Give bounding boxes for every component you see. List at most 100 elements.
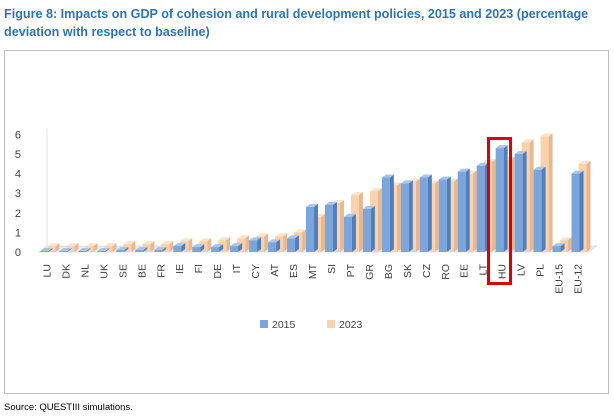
bar-2015-RO <box>438 176 451 252</box>
bar-2023-PT-face <box>350 192 363 196</box>
bar-2015-SE-face <box>116 247 129 251</box>
bar-2023-CY-face <box>256 233 269 237</box>
bar-2015-IE-face <box>173 243 186 247</box>
bar-2023-SK-face <box>415 178 420 252</box>
bar-2015-ES-face <box>295 235 300 252</box>
bar-2015-UK-face <box>97 251 106 252</box>
bar-2015-LU-face <box>40 248 53 252</box>
x-tick-label: EE <box>459 264 471 278</box>
bar-2015-FI <box>192 244 205 252</box>
bar-2015-BE-face <box>143 247 148 252</box>
y-tick-label: 5 <box>15 149 21 161</box>
bar-2015-DK-face <box>67 248 72 252</box>
x-tick-label: SE <box>117 264 129 278</box>
bar-2015-NL-face <box>78 248 91 252</box>
bar-2015-FR-face <box>154 250 163 252</box>
bar-2023-UK-face <box>104 243 117 247</box>
bar-2023-CY-face <box>264 233 269 252</box>
bar-2015-EU-12 <box>571 170 584 252</box>
bar-2015-SI-face <box>332 201 337 252</box>
bar-2023-AT-face <box>283 233 288 252</box>
bar-2023-DE-face <box>226 237 231 252</box>
bar-2015-SE-face <box>124 247 129 252</box>
bar-2015-MT <box>306 203 318 252</box>
bar-2023-FI-face <box>199 238 212 242</box>
x-tick-label: PT <box>345 263 357 277</box>
bar-2023-GR-face <box>377 188 382 252</box>
bar-2023-DE-face <box>218 237 231 241</box>
bar-2015-GR-face <box>370 205 375 252</box>
x-tick-label: SI <box>326 264 338 274</box>
bar-2015-MT-face <box>306 206 314 252</box>
bar-2023-ES-face <box>294 229 307 233</box>
bar-2015-CY-face <box>249 237 262 241</box>
bar-2015-EE-face <box>457 171 466 252</box>
y-tick-label: 1 <box>15 227 21 239</box>
bar-2023-BE-face <box>142 241 155 245</box>
bar-2015-GR <box>362 205 375 252</box>
bar-2015-EE-face <box>457 168 470 172</box>
bar-2015-DE-face <box>211 244 224 248</box>
bar-2015-PT-face <box>343 213 356 217</box>
x-tick-label: ES <box>288 264 300 278</box>
bar-2023-LV-face <box>521 139 534 143</box>
y-tick-label: 0 <box>15 247 21 259</box>
x-tick-label: MT <box>307 263 319 279</box>
x-tick-label: DE <box>212 264 224 279</box>
source-note: Source: QUESTIII simulations. <box>4 402 133 413</box>
bar-2015-LV-face <box>514 154 523 252</box>
bar-2023-SE-face <box>131 241 136 252</box>
bar-2015-CZ-face <box>427 174 432 252</box>
x-tick-label: UK <box>98 264 110 279</box>
bar-2015-FI-face <box>192 244 205 248</box>
bar-2015-NL <box>78 248 91 252</box>
bar-2023-NL-face <box>93 243 98 252</box>
bar-2015-UK-face <box>97 248 110 252</box>
chart-area: 0 1 2 3 4 5 6 LU DK NL UK SE BE FR IE FI DE IT CY AT ES MT SI P… <box>4 50 609 394</box>
bar-2015-RO-face <box>438 179 447 252</box>
bar-2015-SK-face <box>408 180 413 252</box>
bar-2015-DE-face <box>211 247 220 252</box>
bar-2015-BE <box>135 247 148 252</box>
bar-2015-HU-face <box>495 145 508 149</box>
bar-2023-SI-face <box>339 200 344 252</box>
bar-2023-AT-face <box>275 233 288 237</box>
bar-2015-SK <box>400 180 413 252</box>
bar-2015-SI-face <box>324 201 337 205</box>
bar-2015-HU-face <box>503 145 508 252</box>
bar-2015-DK-face <box>59 248 72 252</box>
bar-2023-LV-face <box>529 139 534 252</box>
bar-2015-FI-face <box>192 247 201 252</box>
bar-2015-DK <box>59 248 72 252</box>
bar-2015-LU-face <box>40 251 49 252</box>
x-tick-label: AT <box>269 263 281 276</box>
bar-2015-CY <box>249 237 262 252</box>
bar-2015-NL-face <box>78 251 87 252</box>
bar-2015-LU <box>40 248 53 252</box>
bar-2023-FI-face <box>207 238 212 252</box>
bar-2015-PT <box>343 213 356 252</box>
bar-2015-EU-15-face <box>552 246 561 252</box>
bar-2015-HU <box>495 145 508 252</box>
bar-2015-PL <box>533 166 546 252</box>
bar-2015-LT-face <box>476 165 485 252</box>
bar-2023-EU-12-face <box>586 160 591 252</box>
y-tick-label: 4 <box>15 169 21 181</box>
bar-2023-CZ-face <box>434 180 439 252</box>
bar-2015-EU-15-face <box>552 243 565 247</box>
bar-2015-LU-face <box>48 248 53 252</box>
bar-2015-BG-face <box>381 174 394 178</box>
bar-2015-BE-face <box>135 247 148 251</box>
bar-2015-ES-face <box>287 235 300 239</box>
bar-2015-CZ-face <box>419 174 432 178</box>
x-tick-label: CZ <box>421 263 433 278</box>
bar-2023-RO-face <box>453 178 458 252</box>
legend-swatch-2023 <box>327 320 335 328</box>
bar-2015-EU-15 <box>552 243 565 252</box>
bar-2015-LV-face <box>522 151 527 252</box>
figure-title: Figure 8: Impacts on GDP of cohesion and… <box>4 7 589 39</box>
legend-label-2023: 2023 <box>339 319 363 331</box>
bar-2015-ES-face <box>287 238 296 252</box>
bar-2015-AT-face <box>268 242 277 252</box>
bar-2015-EU-15-face <box>560 243 565 252</box>
